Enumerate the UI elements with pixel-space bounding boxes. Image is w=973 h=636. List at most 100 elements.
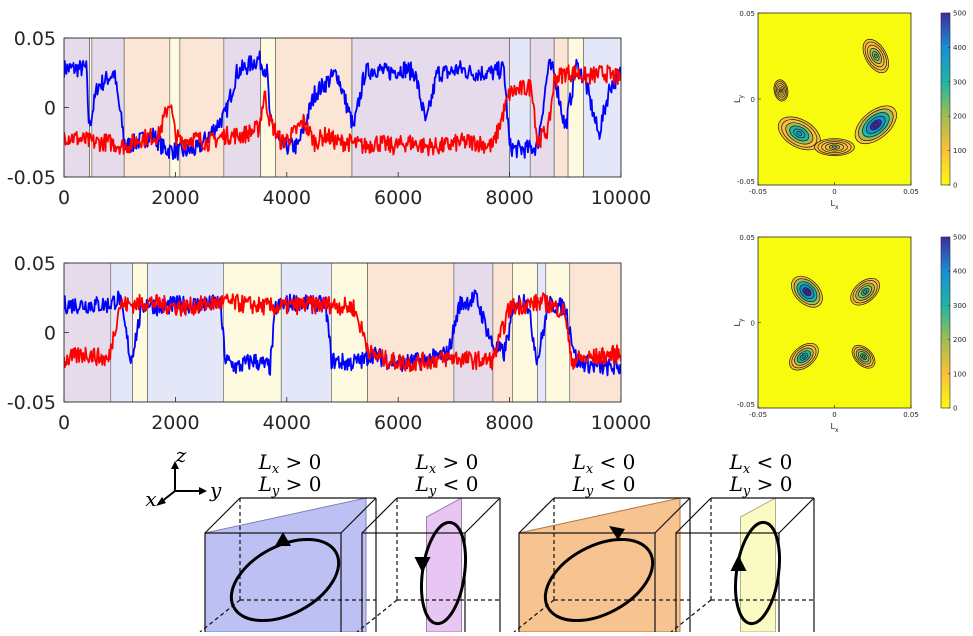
- lx-symbol: L: [415, 450, 429, 474]
- orbit-ellipse: [543, 537, 655, 623]
- colorbar: [940, 12, 951, 186]
- x-axis-label-main: L: [830, 422, 835, 431]
- ly-subscript: y: [742, 484, 751, 499]
- x-tick-label: 0.05: [903, 188, 919, 196]
- x-tick-label: 2000: [151, 412, 199, 434]
- state-region: [351, 37, 510, 178]
- cube-edge: [340, 497, 377, 534]
- orientation-cube: Lx > 0Ly > 0: [199, 450, 377, 636]
- cube-front-face: [204, 532, 342, 636]
- cube-label-lx: Lx > 0: [258, 450, 322, 477]
- cube-edge: [675, 497, 712, 534]
- y-axis-label-main: L: [733, 322, 742, 327]
- state-region: [512, 262, 538, 403]
- cube-label-ly: Ly < 0: [572, 472, 636, 499]
- y-tick-label: 0.05: [14, 253, 56, 275]
- contour-level: [861, 354, 866, 359]
- x-tick-label: 0.05: [903, 411, 919, 419]
- x-tick-label: 10000: [591, 187, 651, 209]
- orientation-plane: [426, 497, 462, 633]
- cube-front-face: [675, 532, 780, 636]
- state-region: [147, 262, 224, 403]
- heatmap-background: [758, 237, 911, 408]
- orientation-plane: [740, 497, 776, 633]
- orbit-direction-arrow: [275, 532, 291, 546]
- y-tick-label: 0: [44, 98, 56, 120]
- axis-label-y: y: [209, 478, 222, 502]
- lx-condition: < 0: [593, 450, 635, 474]
- cube-edge: [204, 497, 241, 534]
- contour-level: [831, 145, 838, 149]
- x-tick-label: 4000: [263, 187, 311, 209]
- x-axis-label: Lx: [830, 199, 838, 211]
- x-tick-label: 4000: [263, 412, 311, 434]
- cube-hidden-edge: [670, 599, 712, 633]
- red-series-line: [64, 292, 621, 373]
- ly-subscript: y: [585, 484, 594, 499]
- y-axis-label-main: L: [733, 98, 742, 103]
- y-axis-label-sub: y: [738, 95, 745, 99]
- colorbar-tick-label: 500: [953, 10, 966, 18]
- ly-condition: > 0: [750, 472, 792, 496]
- cube-hidden-edge: [356, 599, 398, 633]
- y-tick-label: -0.05: [737, 178, 755, 186]
- x-tick-label: 2000: [151, 187, 199, 209]
- x-tick-label: 6000: [374, 187, 422, 209]
- colorbar-tick-label: 400: [953, 44, 966, 52]
- state-region: [583, 37, 622, 178]
- colorbar-tick-label: 200: [953, 113, 966, 121]
- colorbar-tick-label: 500: [953, 234, 966, 242]
- orientation-cube: Lx < 0Ly > 0: [670, 450, 815, 636]
- colorbar-tick-label: 100: [953, 370, 966, 378]
- colorbar-tick-label: 0: [953, 405, 957, 413]
- state-region: [275, 37, 353, 178]
- x-axis-label-sub: x: [835, 204, 839, 211]
- ly-symbol: L: [572, 472, 586, 496]
- red-series-line: [64, 64, 621, 157]
- x-axis-label: Lx: [830, 422, 838, 434]
- x-axis-label-sub: x: [835, 427, 839, 434]
- ly-condition: > 0: [279, 472, 321, 496]
- y-tick-label: -0.05: [7, 392, 56, 414]
- orientation-cube: Lx > 0Ly < 0: [356, 450, 501, 636]
- contour-level: [873, 53, 878, 59]
- lx-subscript: x: [272, 462, 280, 477]
- y-tick-label: -0.05: [737, 401, 755, 409]
- ly-symbol: L: [258, 472, 272, 496]
- ly-condition: < 0: [436, 472, 478, 496]
- colorbar-tick-label: 100: [953, 147, 966, 155]
- axis-label-z: z: [175, 443, 187, 467]
- y-arrowhead: [199, 487, 207, 495]
- orbit-direction-arrow: [730, 555, 747, 571]
- colorbar-tick-label: 300: [953, 78, 966, 86]
- cube-front-face: [518, 532, 656, 636]
- ly-subscript: y: [428, 484, 437, 499]
- cube-label-ly: Ly > 0: [729, 472, 793, 499]
- cube-edge: [464, 497, 501, 534]
- state-region: [545, 262, 571, 403]
- x-tick-label: -0.05: [749, 411, 767, 419]
- contour-level: [862, 289, 868, 294]
- contour-level: [872, 122, 879, 128]
- orientation-plane: [518, 497, 681, 633]
- cube-label-lx: Lx < 0: [572, 450, 636, 477]
- y-tick-label: -0.05: [7, 167, 56, 189]
- lx-symbol: L: [572, 450, 586, 474]
- state-region: [223, 262, 282, 403]
- colorbar: [940, 236, 951, 409]
- x-arrowhead: [156, 497, 166, 506]
- cube-label-ly: Ly < 0: [415, 472, 479, 499]
- x-tick-label: 10000: [591, 412, 651, 434]
- y-tick-label: 0.05: [739, 10, 755, 18]
- orientation-plane: [204, 497, 367, 633]
- x-tick-label: 8000: [485, 187, 533, 209]
- x-tick-label: -0.05: [749, 188, 767, 196]
- cube-front-face: [361, 532, 466, 636]
- x-tick-label: 0: [58, 187, 70, 209]
- series-group: [64, 289, 621, 377]
- lx-condition: > 0: [279, 450, 321, 474]
- state-region: [280, 262, 332, 403]
